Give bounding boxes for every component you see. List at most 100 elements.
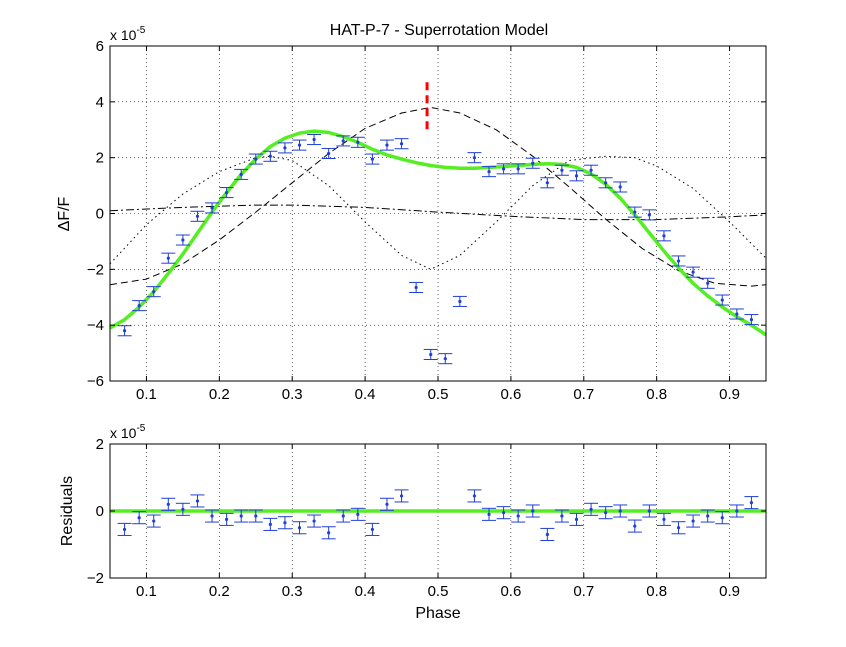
data-point (365, 522, 380, 536)
data-point (277, 516, 292, 530)
data-point (686, 514, 701, 528)
data-point (307, 133, 322, 146)
y-tick-label: −2 (87, 570, 104, 587)
series-solid (109, 129, 767, 337)
point-marker (254, 157, 258, 161)
point-marker (137, 304, 141, 308)
data-point (117, 325, 132, 337)
data-point (525, 157, 540, 169)
chart-title: HAT-P-7 - Superrotation Model (330, 22, 548, 39)
point-marker (516, 167, 520, 171)
data-point (277, 142, 292, 154)
data-point (642, 209, 657, 221)
data-point (613, 504, 628, 518)
data-point (656, 512, 671, 526)
point-marker (399, 494, 404, 498)
point-marker (735, 312, 739, 316)
point-marker (531, 161, 535, 165)
data-point (336, 135, 351, 147)
x-tick-label: 0.7 (573, 583, 594, 600)
point-marker (662, 234, 666, 238)
point-marker (589, 507, 593, 511)
point-marker (414, 285, 418, 290)
data-point (496, 163, 511, 175)
data-point (627, 206, 642, 218)
point-marker (487, 170, 491, 174)
y-exponent-bottom: x 10-5 (110, 423, 146, 441)
data-point (263, 150, 278, 162)
point-marker (341, 139, 345, 143)
point-marker (676, 526, 681, 530)
data-point (146, 286, 161, 298)
data-point (175, 234, 190, 246)
residuals-panel: −202 0.1 0.2 0.3 0.4 0.5 0.6 0.7 0.8 0.9 x 10-5 … (59, 423, 767, 622)
point-marker (181, 238, 185, 242)
data-point (438, 353, 453, 365)
x-axis-label: Phase (415, 605, 460, 622)
data-point (671, 521, 686, 535)
data-point (350, 136, 365, 148)
data-point (569, 512, 584, 526)
data-point (467, 152, 482, 164)
x-tick-label: 0.3 (282, 583, 303, 600)
data-point (729, 308, 744, 320)
data-point (700, 509, 715, 523)
point-marker (574, 517, 579, 521)
data-point (642, 504, 657, 518)
point-marker (268, 522, 272, 527)
x-tick-label: 0.1 (136, 386, 157, 403)
data-point (496, 506, 511, 520)
point-marker (370, 157, 374, 161)
data-point (307, 514, 322, 528)
data-point (744, 496, 759, 510)
point-marker (122, 329, 127, 333)
y-tick-label: 0 (96, 503, 104, 520)
point-marker (720, 516, 724, 520)
data-point (234, 168, 249, 180)
data-point (146, 514, 161, 528)
point-marker (531, 509, 535, 513)
x-tick-labels-top: 0.1 0.2 0.3 0.4 0.5 0.6 0.7 0.8 0.9 (136, 386, 740, 403)
x-tick-label: 0.8 (646, 583, 667, 600)
data-point (554, 509, 569, 523)
point-marker (195, 214, 200, 218)
data-point (423, 348, 438, 361)
point-marker (297, 526, 302, 530)
x-tick-label: 0.8 (646, 386, 667, 403)
point-marker (472, 156, 477, 160)
point-marker (443, 357, 447, 361)
data-point (379, 497, 394, 511)
x-tick-label: 0.2 (209, 583, 230, 600)
data-point (394, 138, 409, 150)
point-marker (283, 521, 287, 525)
point-marker (327, 531, 331, 535)
data-point (627, 519, 642, 533)
point-marker (152, 290, 156, 294)
data-point (686, 266, 701, 278)
point-marker (254, 514, 258, 518)
data-point (482, 166, 497, 178)
point-marker (385, 143, 389, 147)
point-marker (239, 514, 243, 518)
data-point (132, 300, 147, 312)
data-point (715, 511, 730, 525)
data-point (569, 170, 584, 182)
point-marker (706, 281, 710, 285)
data-point (161, 252, 176, 264)
point-marker (618, 509, 622, 513)
point-marker (312, 137, 316, 142)
data-point (744, 314, 759, 326)
data-point (715, 294, 730, 306)
point-marker (545, 181, 549, 185)
point-marker (662, 517, 666, 521)
data-point (292, 521, 307, 535)
point-marker (749, 501, 754, 505)
y-tick-label: 2 (96, 436, 104, 453)
y-tick-labels-top: −6 −4 −2 0 2 4 6 (87, 38, 104, 390)
residual-points (117, 489, 759, 541)
x-tick-label: 0.5 (428, 583, 449, 600)
point-marker (356, 140, 360, 144)
data-point (190, 494, 205, 508)
data-point (336, 509, 351, 523)
